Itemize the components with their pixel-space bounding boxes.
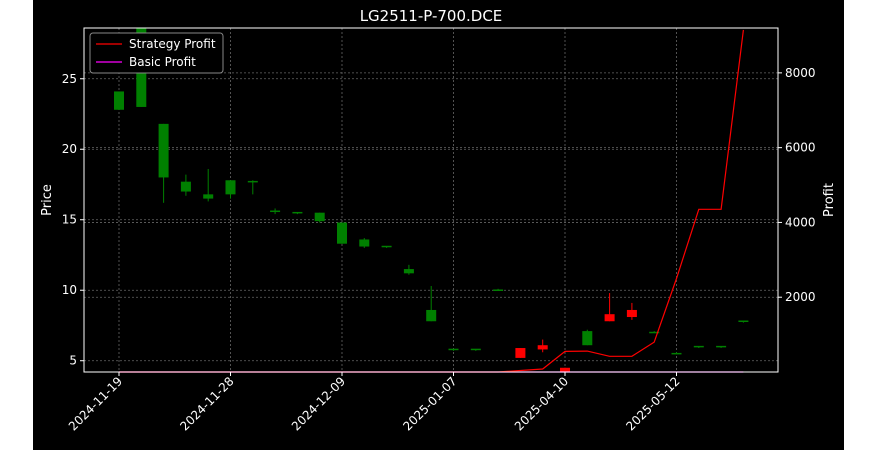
price-tick-label: 5 <box>69 354 77 368</box>
price-tick-label: 15 <box>62 213 77 227</box>
profit-tick-label: 2000 <box>785 290 816 304</box>
candle-body <box>403 269 414 274</box>
candle-body <box>537 345 548 350</box>
right-profit-axis: 2000 4000 6000 8000 <box>778 66 816 304</box>
candlesticks <box>114 28 749 372</box>
candle-body <box>515 348 526 358</box>
candle-body <box>560 367 570 372</box>
legend: Strategy Profit Basic Profit <box>89 32 224 74</box>
chart-title: LG2511-P-700.DCE <box>360 7 503 25</box>
left-price-axis: 5 10 15 20 25 <box>62 72 84 368</box>
candle-body <box>314 212 325 222</box>
candle-body <box>247 180 258 183</box>
candle-body <box>225 180 236 195</box>
legend-label-basic-profit: Basic Profit <box>129 55 196 69</box>
candle-body <box>649 331 660 334</box>
candle-body <box>738 320 749 322</box>
profit-tick-label: 8000 <box>785 66 816 80</box>
candle-body <box>359 239 370 247</box>
profit-axis-label: Profit <box>822 183 837 217</box>
price-axis-label: Price <box>40 184 55 216</box>
candle-body <box>158 123 169 178</box>
candle-body <box>114 91 124 110</box>
date-axis: 2024-11-19 2024-11-28 2024-12-09 2025-01-07… <box>66 372 683 433</box>
candle-body <box>493 289 504 291</box>
legend-box <box>89 32 224 74</box>
candle-body <box>337 222 347 244</box>
price-tick-label: 20 <box>62 142 77 156</box>
date-tick-label: 2024-11-19 <box>66 374 125 433</box>
candle-body <box>448 348 459 351</box>
chart-figure: LG2511-P-700.DCE 5 10 15 20 25 2000 4000 6000 8… <box>33 0 844 450</box>
candle-body <box>180 181 191 192</box>
date-tick-label: 2025-01-07 <box>400 374 459 433</box>
date-tick-label: 2024-11-28 <box>177 374 236 433</box>
candle-body <box>626 309 637 318</box>
candle-body <box>292 211 303 214</box>
candle-body <box>582 331 593 346</box>
candle-body <box>671 352 682 355</box>
profit-tick-label: 6000 <box>785 141 816 155</box>
price-tick-label: 25 <box>62 72 77 86</box>
candle-body <box>470 348 481 351</box>
candle-body <box>604 314 615 322</box>
date-tick-label: 2025-05-12 <box>623 374 682 433</box>
candle-body <box>426 309 437 322</box>
profit-tick-label: 4000 <box>785 215 816 229</box>
candle-body <box>716 345 727 348</box>
date-tick-label: 2024-12-09 <box>289 374 348 433</box>
price-tick-label: 10 <box>62 283 77 297</box>
plot-area-frame <box>83 27 779 373</box>
grid-lines <box>84 28 778 372</box>
candle-body <box>270 210 281 213</box>
candle-body <box>203 194 214 199</box>
candle-body <box>693 345 704 348</box>
legend-label-strategy-profit: Strategy Profit <box>129 37 216 51</box>
candle-body <box>381 245 392 248</box>
date-tick-label: 2025-04-10 <box>512 374 571 433</box>
candlestick-profit-chart: LG2511-P-700.DCE 5 10 15 20 25 2000 4000 6000 8… <box>40 7 837 433</box>
